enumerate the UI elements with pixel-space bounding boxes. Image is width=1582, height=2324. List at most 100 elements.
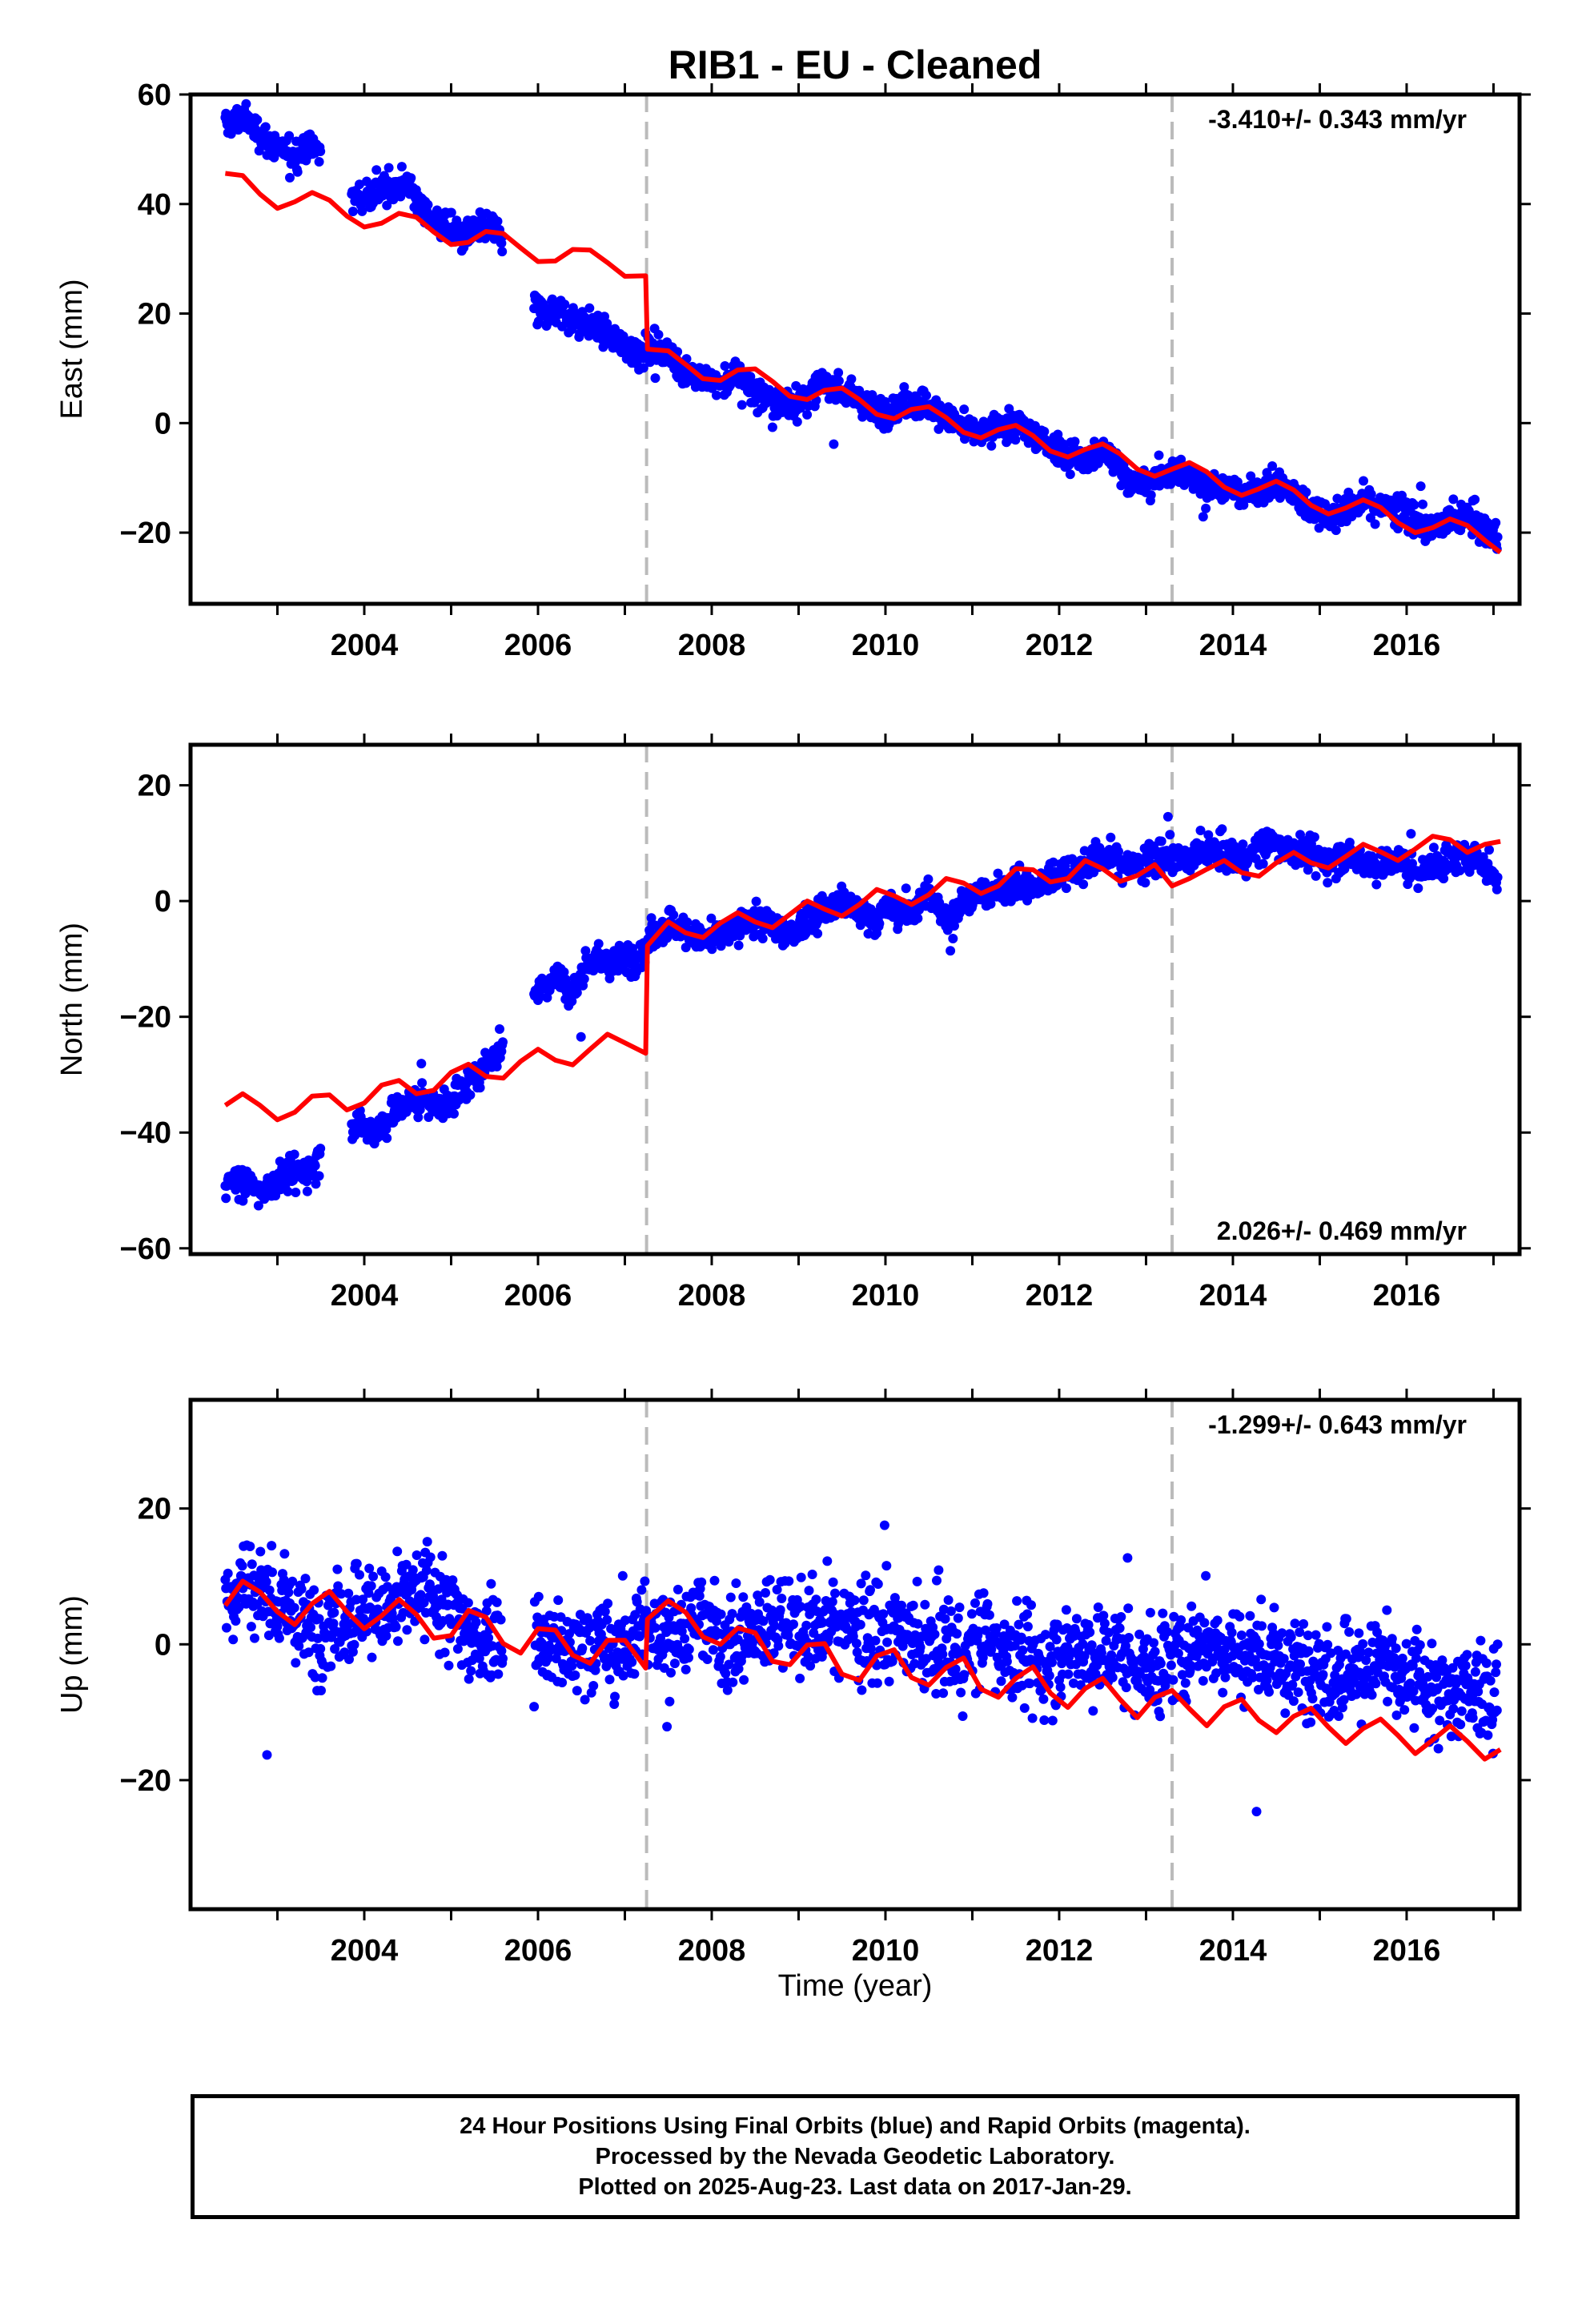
data-point [878, 1609, 889, 1619]
data-point [247, 1559, 257, 1570]
data-point [921, 390, 931, 400]
data-point [444, 1660, 454, 1671]
data-point [897, 1641, 908, 1651]
data-point [267, 1541, 277, 1551]
data-point [805, 1661, 816, 1671]
data-point [940, 1614, 950, 1624]
data-point [350, 1130, 360, 1140]
data-point [938, 1604, 949, 1614]
rate-annotation: 2.026+/- 0.469 mm/yr [1217, 1216, 1467, 1245]
data-point [294, 1641, 304, 1651]
data-point [833, 368, 844, 378]
data-point [982, 1598, 993, 1609]
data-point [938, 1688, 949, 1699]
data-point [706, 913, 717, 923]
y-axis-label: East (mm) [55, 279, 89, 419]
data-point [733, 1663, 744, 1674]
data-point [984, 1610, 994, 1620]
data-point [938, 1649, 948, 1659]
data-point [529, 1702, 540, 1712]
data-point [958, 1711, 968, 1721]
data-point [1491, 517, 1501, 528]
data-point [745, 372, 756, 382]
data-point [946, 946, 956, 956]
data-point [448, 1575, 458, 1586]
data-point [457, 1603, 468, 1614]
data-point [783, 1630, 793, 1641]
data-point [662, 1722, 673, 1732]
data-point [551, 1654, 561, 1663]
data-points [220, 99, 1503, 554]
data-point [751, 896, 761, 907]
data-point [422, 1537, 432, 1547]
data-point [267, 1567, 277, 1578]
data-point [315, 147, 326, 156]
data-point [572, 987, 582, 998]
data-point [1455, 866, 1465, 876]
data-point [1246, 471, 1256, 481]
data-point [1492, 532, 1503, 542]
data-point [974, 1626, 984, 1637]
data-point [604, 1675, 615, 1685]
data-point [381, 1630, 391, 1641]
data-point [314, 1171, 324, 1181]
data-point [262, 1750, 272, 1760]
data-point [1418, 499, 1427, 509]
data-point [757, 934, 768, 943]
data-point [872, 1678, 882, 1688]
data-point [986, 440, 997, 451]
data-point [761, 1588, 770, 1598]
data-point [383, 163, 394, 173]
data-point [638, 363, 648, 373]
data-point [279, 1549, 290, 1559]
data-point [784, 1576, 794, 1586]
data-point [724, 1659, 734, 1670]
data-point [492, 216, 503, 227]
y-tick-label: 20 [138, 770, 171, 803]
data-point [1339, 864, 1350, 875]
data-point [959, 404, 970, 415]
data-point [948, 934, 958, 943]
data-point [627, 1657, 637, 1667]
data-point [579, 974, 589, 984]
data-point [1314, 523, 1324, 533]
data-point [791, 380, 801, 391]
data-point [484, 1633, 494, 1643]
data-point [466, 1666, 476, 1676]
data-point [559, 967, 569, 977]
data-point [496, 1614, 506, 1625]
data-point [312, 1633, 323, 1643]
data-point [347, 1647, 358, 1657]
data-point [309, 1585, 319, 1595]
data-point [772, 1585, 782, 1594]
data-point [250, 1633, 259, 1643]
data-point [367, 1652, 377, 1663]
data-point [314, 1614, 324, 1624]
data-point [572, 1686, 582, 1696]
data-point [920, 1599, 930, 1610]
data-point [731, 1578, 741, 1588]
data-point [612, 1647, 623, 1658]
data-point [801, 1620, 812, 1630]
data-point [682, 917, 693, 927]
data-point [1332, 493, 1343, 504]
data-point [291, 1188, 301, 1197]
data-point [392, 1546, 403, 1557]
data-point [567, 1661, 577, 1671]
data-point [292, 167, 303, 177]
plot-area [220, 745, 1503, 1254]
data-point [274, 1633, 284, 1643]
data-point [777, 1594, 787, 1603]
data-point [1154, 450, 1164, 460]
data-point [804, 1586, 814, 1596]
data-point [255, 1546, 266, 1557]
data-point [609, 1699, 620, 1709]
data-point [1165, 830, 1175, 840]
data-point [953, 1613, 963, 1623]
data-point [912, 1576, 922, 1586]
data-point [640, 1576, 650, 1586]
data-point [310, 1160, 320, 1171]
data-point [498, 1037, 508, 1047]
data-point [636, 1585, 647, 1595]
